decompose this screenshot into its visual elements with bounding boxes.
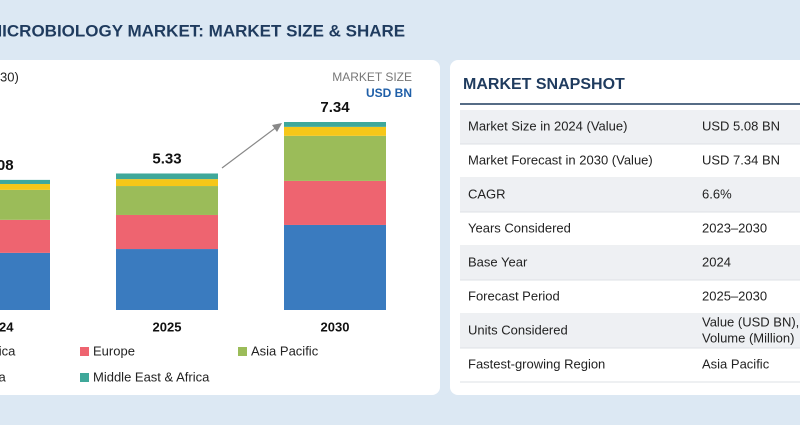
bar-segment bbox=[284, 135, 386, 181]
row-label: CAGR bbox=[468, 186, 506, 201]
row-value: USD 5.08 BN bbox=[702, 118, 780, 133]
row-value: Value (USD BN), bbox=[702, 314, 799, 329]
row-label: Years Considered bbox=[468, 220, 571, 235]
bar-segment bbox=[0, 179, 50, 184]
bar-segment bbox=[284, 122, 386, 127]
legend-swatch bbox=[80, 373, 89, 382]
row-value: 6.6% bbox=[702, 186, 732, 201]
growth-arrow bbox=[221, 125, 279, 169]
bar-segment bbox=[284, 180, 386, 225]
legend-swatch bbox=[80, 347, 89, 356]
legend-label: North America bbox=[0, 343, 16, 358]
bar-segment bbox=[116, 249, 218, 310]
legend-label: Middle East & Africa bbox=[93, 369, 210, 384]
x-tick-label: 2025 bbox=[153, 319, 182, 334]
row-bg bbox=[460, 314, 800, 348]
row-label: Fastest-growing Region bbox=[468, 356, 605, 371]
bar-segment bbox=[116, 214, 218, 250]
total-label: 5.08 bbox=[0, 157, 14, 174]
row-label: Units Considered bbox=[468, 322, 568, 337]
row-bg bbox=[460, 178, 800, 212]
row-label: Forecast Period bbox=[468, 288, 560, 303]
page-title: MICROBIOLOGY MARKET: MARKET SIZE & SHARE bbox=[0, 21, 405, 40]
chart-subtitle: (2024-2030) bbox=[0, 69, 19, 84]
bar-segment bbox=[116, 179, 218, 187]
legend-label: Asia Pacific bbox=[251, 343, 319, 358]
row-value: Volume (Million) bbox=[702, 330, 794, 345]
unit-label: MARKET SIZE bbox=[332, 70, 412, 84]
row-value: 2024 bbox=[702, 254, 731, 269]
row-value: 2023–2030 bbox=[702, 220, 767, 235]
bar-segment bbox=[0, 189, 50, 220]
row-bg bbox=[460, 246, 800, 280]
x-tick-label: 2030 bbox=[321, 319, 350, 334]
bar-segment bbox=[0, 183, 50, 190]
snapshot-title: MARKET SNAPSHOT bbox=[463, 76, 625, 93]
legend-label: Europe bbox=[93, 343, 135, 358]
total-label: 7.34 bbox=[320, 99, 350, 116]
bar-segment bbox=[0, 252, 50, 310]
x-tick-label: 2024 bbox=[0, 319, 14, 334]
row-label: Market Size in 2024 (Value) bbox=[468, 118, 627, 133]
unit: USD BN bbox=[366, 86, 412, 100]
legend-swatch bbox=[238, 347, 247, 356]
total-label: 5.33 bbox=[152, 150, 181, 167]
row-bg bbox=[460, 110, 800, 144]
row-label: Base Year bbox=[468, 254, 528, 269]
row-label: Market Forecast in 2030 (Value) bbox=[468, 152, 653, 167]
arrow-head bbox=[272, 123, 282, 132]
bar-segment bbox=[284, 126, 386, 136]
bar-segment bbox=[116, 173, 218, 180]
bar-segment bbox=[0, 219, 50, 253]
bar-segment bbox=[116, 186, 218, 215]
legend-label: Latin America bbox=[0, 369, 7, 384]
bar-segment bbox=[284, 224, 386, 310]
row-value: USD 7.34 BN bbox=[702, 152, 780, 167]
row-value: 2025–2030 bbox=[702, 288, 767, 303]
row-value: Asia Pacific bbox=[702, 356, 770, 371]
